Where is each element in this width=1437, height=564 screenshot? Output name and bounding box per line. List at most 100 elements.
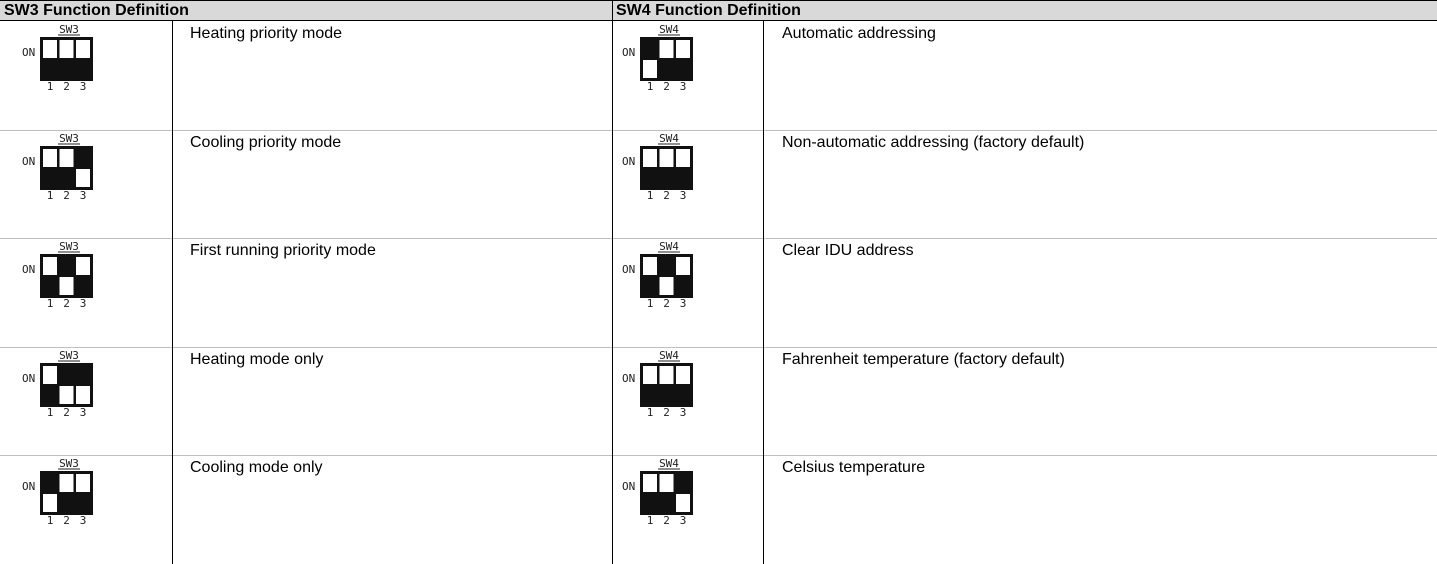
- dip-switch: SW4 ON 1 2 3: [622, 240, 693, 309]
- switch-number: 3: [680, 406, 687, 418]
- switch-number: 1: [647, 80, 654, 92]
- dip-switch: SW3 ON 1 2 3: [22, 132, 93, 201]
- switch-number: 3: [680, 514, 687, 526]
- switch-slot: [659, 366, 674, 384]
- switch-number: 2: [63, 80, 70, 92]
- dip-switch: SW4 ON 1 2 3: [622, 23, 693, 92]
- switch-number: 3: [80, 297, 87, 309]
- row-divider: [0, 238, 1437, 239]
- switch-number: 1: [647, 406, 654, 418]
- switch-slot: [43, 366, 57, 384]
- dip-switch: SW3 ON 1 2 3: [22, 23, 93, 92]
- switch-number: 2: [63, 406, 70, 418]
- switch-number: 3: [80, 80, 87, 92]
- switch-slot: [59, 40, 74, 58]
- switch-number: 2: [63, 514, 70, 526]
- description: Automatic addressing: [782, 25, 936, 42]
- header-cell: SW3 Function Definition: [0, 0, 612, 21]
- dip-switch: SW3 ON 1 2 3: [22, 240, 93, 309]
- switch-number: 2: [663, 189, 670, 201]
- on-label: ON: [622, 480, 635, 493]
- description: Celsius temperature: [782, 459, 926, 476]
- switch-number: 2: [663, 80, 670, 92]
- switch-number: 2: [663, 297, 670, 309]
- switch-number: 2: [663, 406, 670, 418]
- switch-slot: [43, 149, 57, 167]
- description: Cooling mode only: [190, 459, 323, 476]
- description: First running priority mode: [190, 242, 376, 259]
- switch-number: 2: [663, 514, 670, 526]
- switch-slot: [43, 257, 57, 275]
- column-divider: [612, 0, 613, 564]
- switch-number: 3: [80, 189, 87, 201]
- on-label: ON: [22, 372, 35, 385]
- switch-slot: [59, 474, 74, 492]
- switch-slot: [59, 277, 74, 295]
- switch-number: 3: [680, 80, 687, 92]
- switch-slot: [76, 474, 90, 492]
- switch-number: 1: [647, 189, 654, 201]
- switch-label: SW3: [59, 23, 79, 36]
- switch-number: 3: [680, 297, 687, 309]
- dip-switch: SW4 ON 1 2 3: [622, 132, 693, 201]
- switch-slot: [59, 386, 74, 404]
- switch-slot: [76, 169, 90, 187]
- switch-slot: [659, 149, 674, 167]
- switch-slot: [659, 474, 674, 492]
- on-label: ON: [22, 46, 35, 59]
- switch-slot: [643, 149, 657, 167]
- on-label: ON: [622, 46, 635, 59]
- switch-label: SW4: [659, 240, 679, 253]
- row-divider: [0, 455, 1437, 456]
- on-label: ON: [622, 155, 635, 168]
- description: Heating priority mode: [190, 25, 343, 42]
- description: Heating mode only: [190, 351, 324, 368]
- switch-slot: [643, 257, 657, 275]
- switch-label: SW3: [59, 240, 79, 253]
- switch-slot: [76, 40, 90, 58]
- switch-slot: [676, 494, 690, 512]
- switch-number: 2: [63, 189, 70, 201]
- description: Clear IDU address: [782, 242, 914, 259]
- row-divider: [0, 347, 1437, 348]
- switch-slot: [643, 474, 657, 492]
- switch-label: SW3: [59, 457, 79, 470]
- description: Non-automatic addressing (factory defaul…: [782, 134, 1085, 151]
- column-divider: [763, 21, 764, 564]
- switch-label: SW4: [659, 23, 679, 36]
- header-cell: SW4 Function Definition: [612, 0, 1437, 21]
- switch-slot: [643, 366, 657, 384]
- row-divider: [0, 130, 1437, 131]
- on-label: ON: [22, 480, 35, 493]
- switch-slot: [76, 257, 90, 275]
- dip-switch: SW4 ON 1 2 3: [622, 349, 693, 418]
- switch-label: SW3: [59, 349, 79, 362]
- on-label: ON: [22, 263, 35, 276]
- dip-switch: SW3 ON 1 2 3: [22, 457, 93, 526]
- dip-switch: SW4 ON 1 2 3: [622, 457, 693, 526]
- switch-number: 1: [47, 514, 54, 526]
- switch-number: 3: [680, 189, 687, 201]
- switch-slot: [676, 257, 690, 275]
- switch-slot: [59, 149, 74, 167]
- switch-number: 3: [80, 514, 87, 526]
- switch-slot: [643, 60, 657, 78]
- switch-label: SW4: [659, 349, 679, 362]
- switch-number: 1: [47, 189, 54, 201]
- switch-number: 1: [47, 297, 54, 309]
- switch-slot: [676, 366, 690, 384]
- switch-slot: [676, 40, 690, 58]
- on-label: ON: [622, 372, 635, 385]
- switch-number: 2: [63, 297, 70, 309]
- switch-slot: [43, 40, 57, 58]
- switch-number: 1: [647, 514, 654, 526]
- on-label: ON: [622, 263, 635, 276]
- switch-slot: [659, 277, 674, 295]
- switch-slot: [76, 386, 90, 404]
- description: Cooling priority mode: [190, 134, 342, 151]
- description: Fahrenheit temperature (factory default): [782, 351, 1065, 368]
- column-divider: [172, 21, 173, 564]
- switch-number: 1: [47, 80, 54, 92]
- switch-label: SW4: [659, 457, 679, 470]
